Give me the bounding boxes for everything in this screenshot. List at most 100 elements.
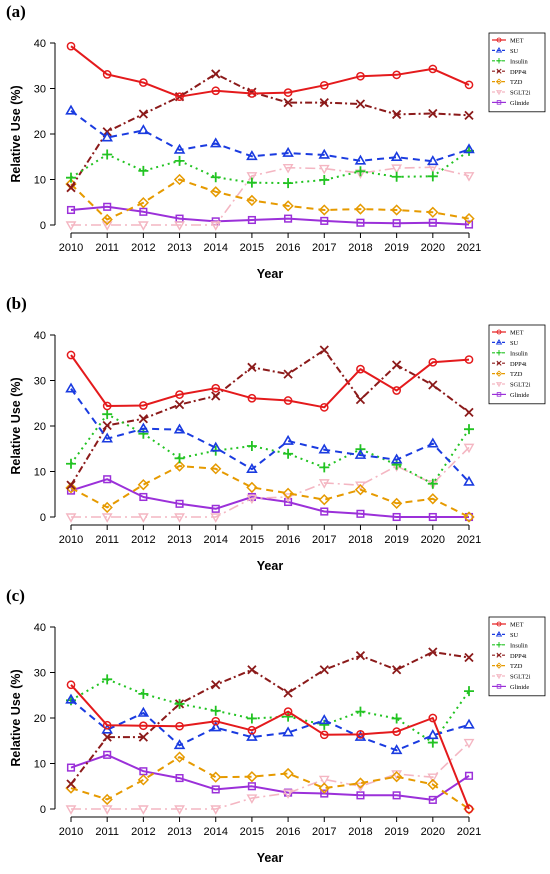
point-a-glinide-2017 [320,216,329,225]
x-tick-label-b-2010: 2010 [59,534,83,546]
panel-b: (b) 0 10 20 30 40 2010 2011 2012 2013 2014 2015 201… [0,292,550,582]
point-c-met-2019 [392,727,401,736]
x-tick-label-a-2018: 2018 [348,242,372,254]
point-c-met-2013 [175,721,184,731]
point-b-su-2012 [137,422,150,433]
point-a-sglt2i-2019 [391,164,403,174]
legend-marker-a-insulin [496,58,502,64]
point-b-glinide-2018 [356,509,365,518]
legend-marker-c-su [495,630,503,637]
point-a-tzd-2018 [354,203,367,215]
point-b-met-2014 [211,383,221,393]
point-c-tzd-2016 [282,767,294,780]
point-c-met-2012 [139,721,148,731]
panel-c: (c) 0 10 20 30 40 2010 2011 2012 2013 2014 2015 201… [0,584,550,874]
point-a-tzd-2013 [173,173,186,186]
series-line-b-sglt2i [71,446,470,518]
point-c-tzd-2020 [427,778,439,791]
point-a-glinide-2019 [392,219,401,228]
x-tick-label-b-2015: 2015 [240,534,264,546]
point-c-tzd-2011 [101,793,113,806]
point-c-su-2018 [354,730,367,741]
point-c-su-2017 [318,714,331,725]
point-a-glinide-2020 [428,218,437,227]
point-c-glinide-2020 [428,795,437,804]
x-tick-label-a-2017: 2017 [312,242,336,254]
x-tick-label-a-2020: 2020 [421,242,445,254]
point-a-sglt2i-2015 [246,172,258,182]
point-a-su-2010 [65,104,77,115]
point-c-insulin-2011 [102,674,113,685]
point-a-tzd-2012 [137,197,150,209]
point-a-insulin-2017 [319,174,330,185]
chart-a: 0 10 20 30 40 2010 2011 2012 2013 2014 2015 2016 201… [9,32,546,281]
point-b-glinide-2017 [320,507,329,516]
legend-marker-a-tzd [495,78,503,85]
panel-label-a: (a) [6,2,26,21]
legend-marker-b-dpp4i [496,360,502,366]
point-c-dpp4i-2015 [247,665,257,675]
point-a-sglt2i-2013 [174,221,185,231]
point-a-met-2014 [211,86,221,96]
series-line-b-dpp4i [70,349,470,486]
point-b-su-2016 [282,434,294,445]
point-b-tzd-2013 [173,460,186,472]
x-tick-label-b-2013: 2013 [167,534,191,546]
point-a-dpp4i-2012 [138,109,149,119]
x-tick-label-b-2017: 2017 [312,534,336,546]
point-c-dpp4i-2021 [464,652,474,663]
point-c-tzd-2015 [246,771,258,783]
point-b-tzd-2018 [354,484,367,496]
point-c-met-2017 [319,730,329,740]
point-b-tzd-2020 [427,493,439,505]
point-a-su-2021 [463,143,475,154]
point-a-tzd-2014 [210,186,222,198]
point-c-tzd-2017 [318,782,330,794]
x-tick-label-b-2018: 2018 [348,534,372,546]
legend-label-b-dpp4i: DPP4i [510,361,527,368]
point-a-dpp4i-2019 [391,109,402,120]
point-a-su-2013 [173,143,186,154]
point-a-insulin-2019 [391,171,402,182]
point-a-sglt2i-2012 [137,221,149,231]
point-b-insulin-2013 [174,453,185,464]
point-a-dpp4i-2010 [66,183,76,193]
y-tick-label-b-40: 40 [34,330,46,342]
point-c-insulin-2016 [283,711,294,722]
point-c-glinide-2014 [211,785,220,794]
point-b-met-2015 [247,393,257,403]
legend-label-b-tzd: TZD [510,371,523,378]
legend-label-a-met: MET [510,38,524,45]
point-b-met-2013 [175,390,184,399]
legend-marker-b-met [496,329,502,335]
legend-marker-c-glinide [496,684,502,689]
point-a-tzd-2019 [390,204,403,216]
point-c-dpp4i-2012 [138,732,149,742]
legend-label-c-dpp4i: DPP4i [510,653,527,660]
point-c-sglt2i-2018 [355,782,366,793]
point-c-sglt2i-2010 [65,805,77,815]
point-b-glinide-2012 [139,492,148,502]
x-tick-label-a-2013: 2013 [167,242,191,254]
series-line-c-insulin [70,678,470,744]
point-c-tzd-2019 [390,771,403,783]
point-b-met-2012 [139,401,148,410]
y-tick-label-a-40: 40 [34,38,46,50]
y-tick-label-c-30: 30 [34,668,46,680]
x-tick-label-c-2017: 2017 [312,826,336,838]
legend-marker-c-tzd [495,662,503,669]
y-tick-label-a-0: 0 [40,220,46,232]
point-a-dpp4i-2020 [428,108,438,119]
series-line-a-sglt2i [71,166,470,226]
x-tick-label-c-2014: 2014 [203,826,227,838]
point-c-sglt2i-2016 [282,789,294,799]
x-tick-label-a-2021: 2021 [457,242,481,254]
legend-marker-c-insulin [496,642,502,648]
x-axis-title-b: Year [257,559,284,573]
point-b-insulin-2016 [283,448,294,459]
chart-b: 0 10 20 30 40 2010 2011 2012 2013 2014 2015 2016 201… [9,324,546,573]
point-b-dpp4i-2011 [102,420,112,431]
legend-label-b-su: SU [510,340,519,347]
point-a-sglt2i-2017 [318,164,330,175]
point-b-dpp4i-2021 [464,407,474,417]
